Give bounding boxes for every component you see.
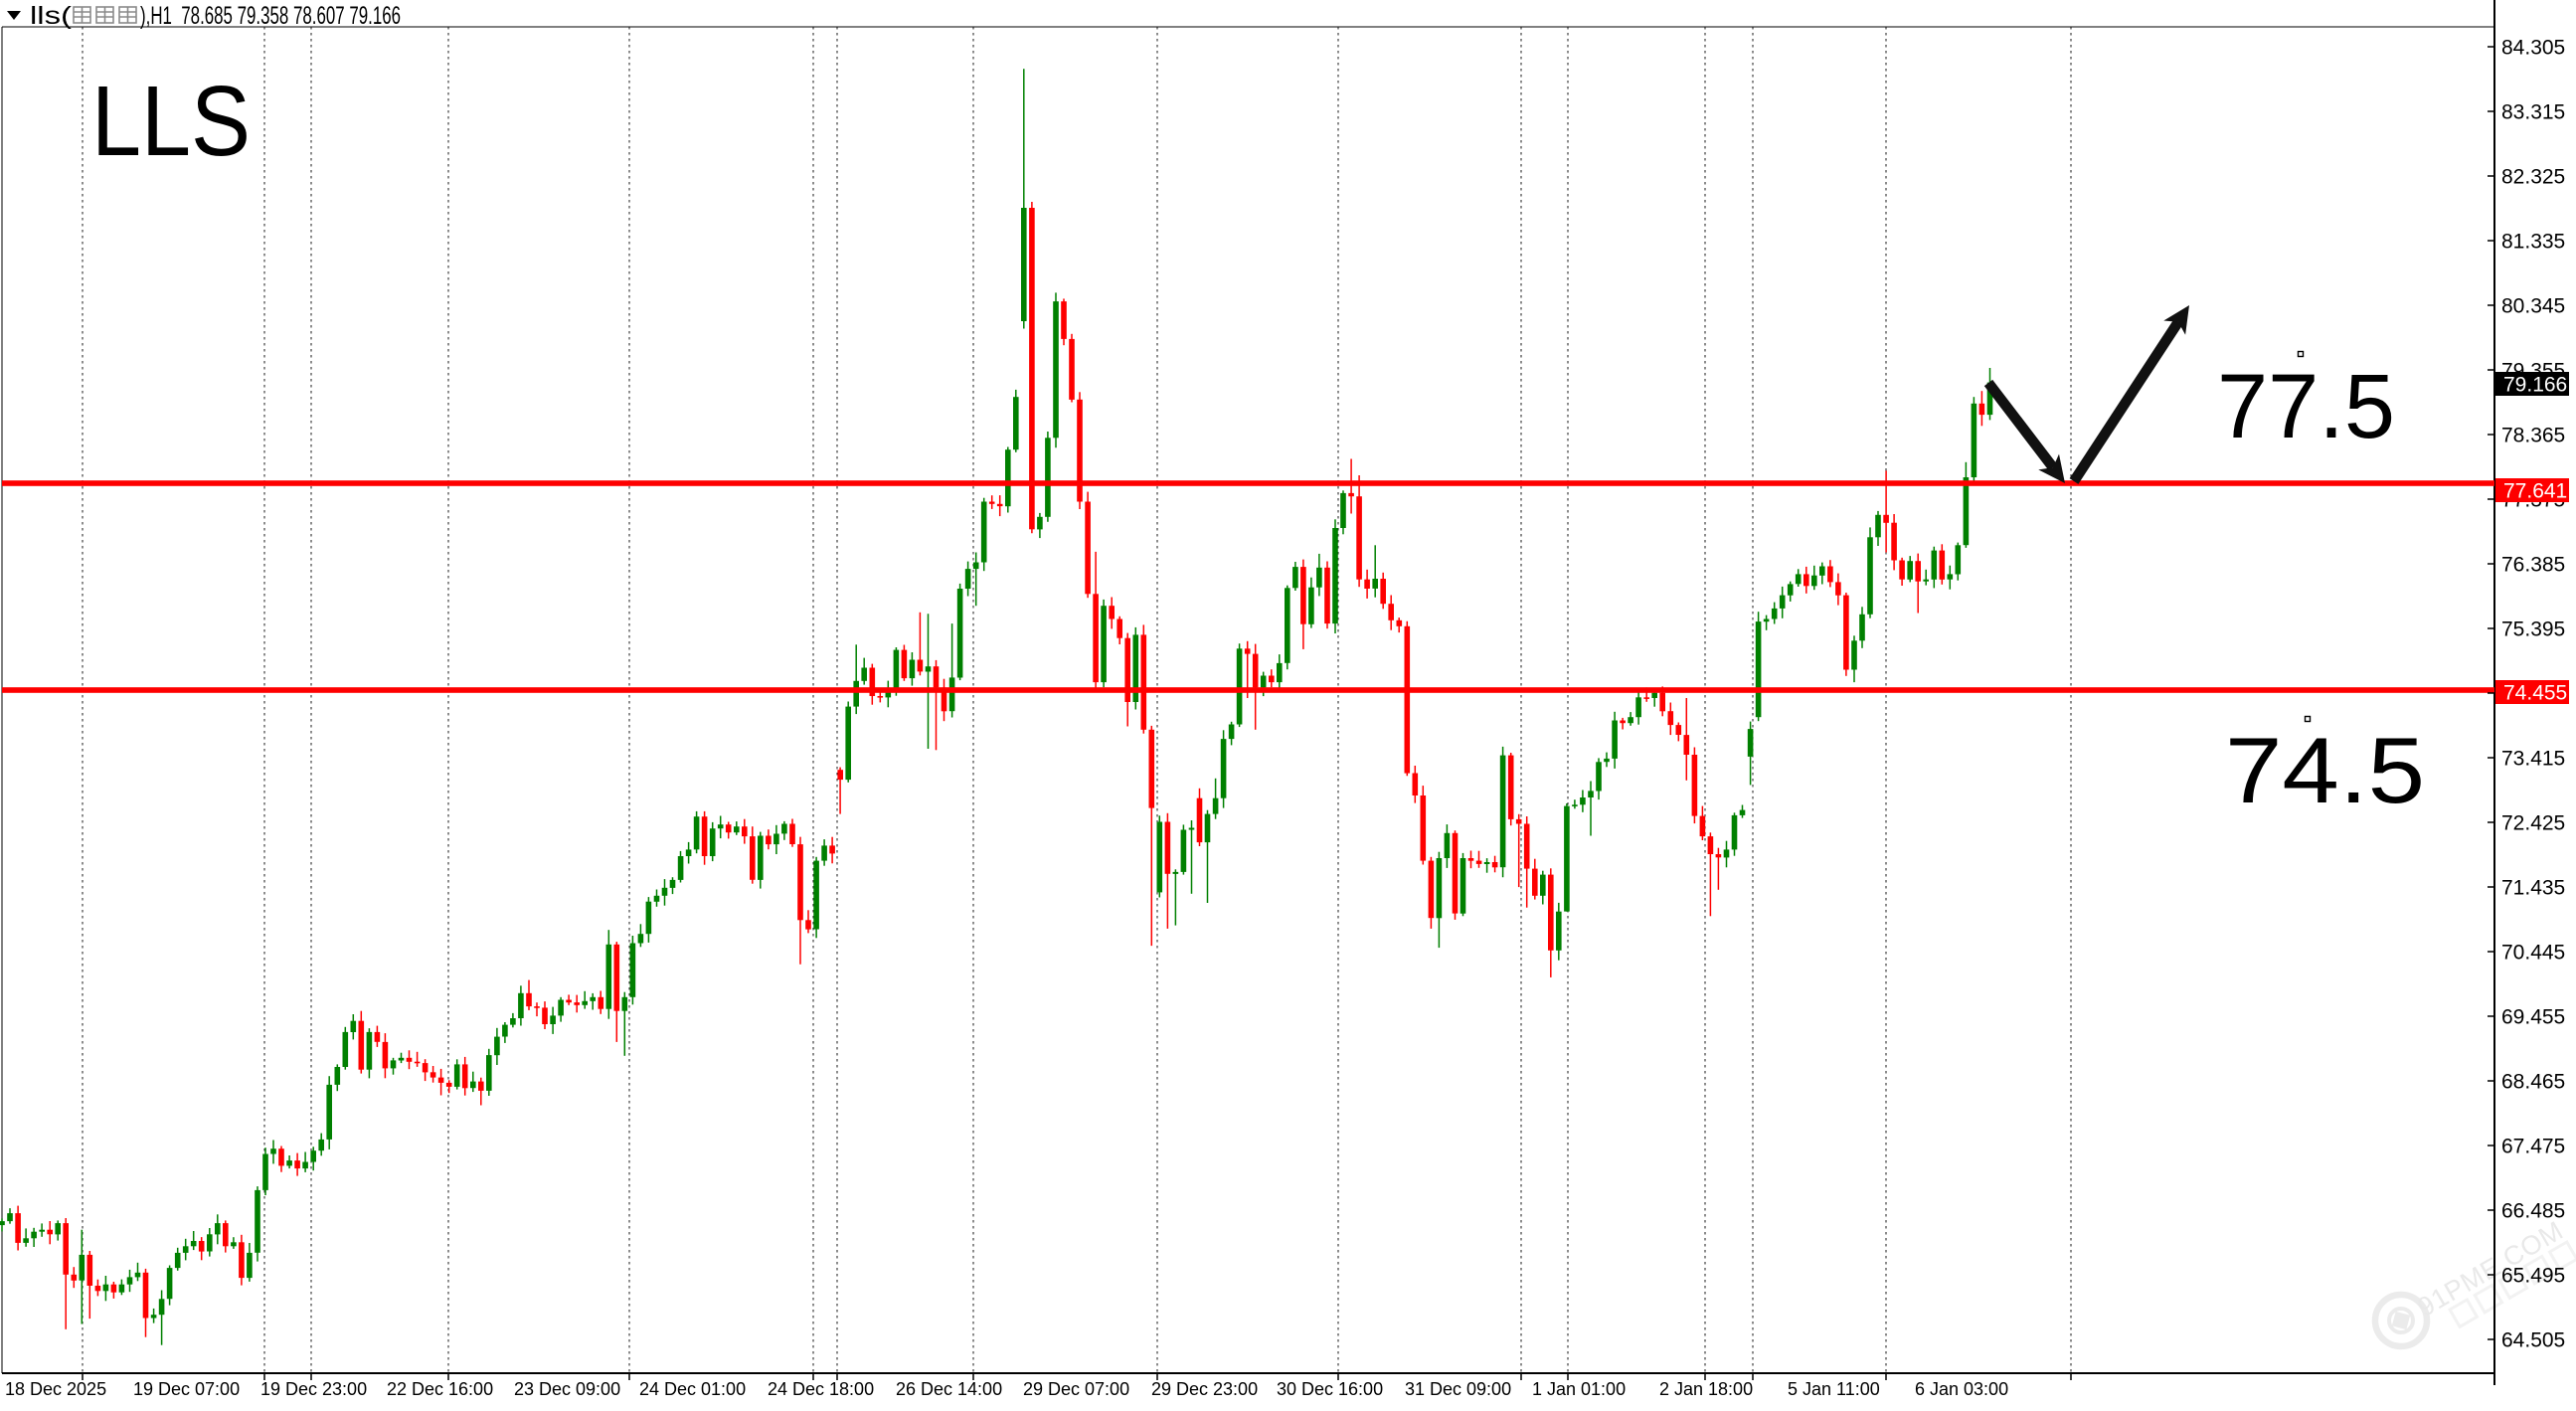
svg-text:24 Dec 01:00: 24 Dec 01:00: [639, 1379, 746, 1399]
svg-text:1 Jan 01:00: 1 Jan 01:00: [1532, 1379, 1626, 1399]
svg-text:76.385: 76.385: [2501, 554, 2565, 577]
svg-text:26 Dec 14:00: 26 Dec 14:00: [896, 1379, 1002, 1399]
svg-text:29 Dec 23:00: 29 Dec 23:00: [1151, 1379, 1258, 1399]
svg-text:72.425: 72.425: [2501, 812, 2565, 835]
svg-text:31 Dec 09:00: 31 Dec 09:00: [1405, 1379, 1511, 1399]
svg-text:78.365: 78.365: [2501, 425, 2565, 447]
svg-text:68.465: 68.465: [2501, 1071, 2565, 1094]
svg-text:18 Dec 2025: 18 Dec 2025: [5, 1379, 106, 1399]
svg-text:5 Jan 11:00: 5 Jan 11:00: [1788, 1379, 1880, 1399]
svg-text:80.345: 80.345: [2501, 295, 2565, 318]
svg-text:77.5: 77.5: [2217, 356, 2395, 457]
svg-text:2 Jan 18:00: 2 Jan 18:00: [1659, 1379, 1753, 1399]
svg-text:74.5: 74.5: [2225, 718, 2425, 822]
svg-text:69.455: 69.455: [2501, 1006, 2565, 1029]
svg-text:23 Dec 09:00: 23 Dec 09:00: [514, 1379, 620, 1399]
svg-text:19 Dec 07:00: 19 Dec 07:00: [133, 1379, 240, 1399]
svg-text:83.315: 83.315: [2501, 101, 2565, 124]
svg-text:67.475: 67.475: [2501, 1136, 2565, 1158]
svg-text:LLS: LLS: [91, 66, 251, 177]
svg-text:82.325: 82.325: [2501, 166, 2565, 189]
svg-text:19 Dec 23:00: 19 Dec 23:00: [260, 1379, 367, 1399]
svg-text:75.395: 75.395: [2501, 618, 2565, 641]
svg-text:70.445: 70.445: [2501, 942, 2565, 965]
svg-text:lls(: lls(: [30, 2, 73, 30]
svg-text:),H1 78.685 79.358 78.607 79.: ),H1 78.685 79.358 78.607 79.166: [140, 2, 401, 30]
svg-text:24 Dec 18:00: 24 Dec 18:00: [768, 1379, 874, 1399]
svg-text:30 Dec 16:00: 30 Dec 16:00: [1277, 1379, 1383, 1399]
svg-text:65.495: 65.495: [2501, 1265, 2565, 1288]
svg-text:6 Jan 03:00: 6 Jan 03:00: [1915, 1379, 2008, 1399]
svg-text:84.305: 84.305: [2501, 37, 2565, 60]
svg-text:77.641: 77.641: [2503, 480, 2567, 503]
svg-text:64.505: 64.505: [2501, 1329, 2565, 1352]
svg-text:79.166: 79.166: [2503, 374, 2567, 397]
svg-text:22 Dec 16:00: 22 Dec 16:00: [387, 1379, 493, 1399]
svg-text:74.455: 74.455: [2503, 682, 2567, 705]
svg-text:71.435: 71.435: [2501, 877, 2565, 900]
svg-text:66.485: 66.485: [2501, 1200, 2565, 1223]
svg-text:81.335: 81.335: [2501, 231, 2565, 254]
svg-text:29 Dec 07:00: 29 Dec 07:00: [1023, 1379, 1129, 1399]
svg-text:73.415: 73.415: [2501, 748, 2565, 771]
